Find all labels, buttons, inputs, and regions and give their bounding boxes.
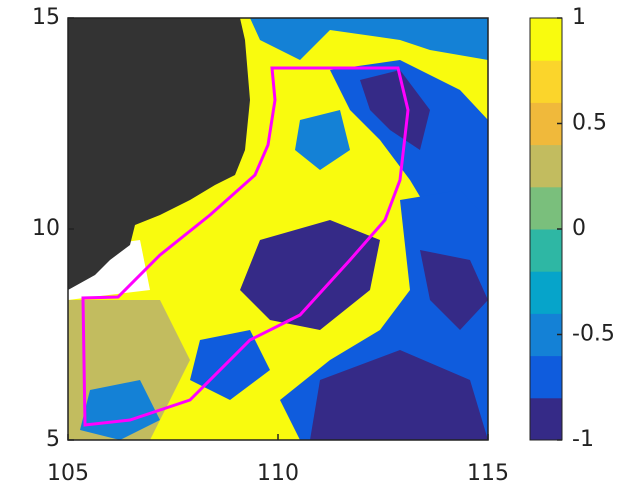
- field-region: [190, 330, 270, 400]
- colorbar-tick-label: 0.5: [572, 111, 607, 136]
- colorbar-band: [530, 229, 562, 272]
- field-region: [80, 380, 160, 440]
- field-region: [240, 220, 380, 330]
- x-tick-label: 110: [257, 461, 299, 486]
- field-region: [295, 110, 350, 170]
- x-tick-label: 105: [47, 461, 89, 486]
- field-region: [360, 70, 430, 150]
- field-region: [250, 18, 488, 60]
- colorbar-tick-label: -0.5: [572, 322, 615, 347]
- land: [68, 18, 250, 290]
- y-tick-label: 15: [32, 5, 60, 30]
- colorbar-band: [530, 313, 562, 357]
- colorbar-band: [530, 18, 562, 61]
- y-tick-label: 10: [32, 216, 60, 241]
- colorbar-band: [530, 271, 562, 314]
- colorbar-band: [530, 102, 562, 146]
- colorbar-band: [530, 144, 562, 188]
- field-region: [310, 350, 488, 440]
- colorbar-band: [530, 397, 562, 441]
- region-outline: [81, 66, 410, 427]
- colorbar-band: [530, 186, 562, 230]
- colorbar-tick-label: -1: [572, 427, 594, 452]
- colorbar-band: [530, 355, 562, 399]
- colorbar-tick-label: 0: [572, 216, 586, 241]
- x-tick-label: 115: [467, 461, 509, 486]
- y-tick-label: 5: [46, 427, 60, 452]
- field-region: [420, 250, 488, 330]
- colorbar-tick-label: 1: [572, 5, 586, 30]
- field: [68, 18, 488, 440]
- colorbar-band: [530, 60, 562, 103]
